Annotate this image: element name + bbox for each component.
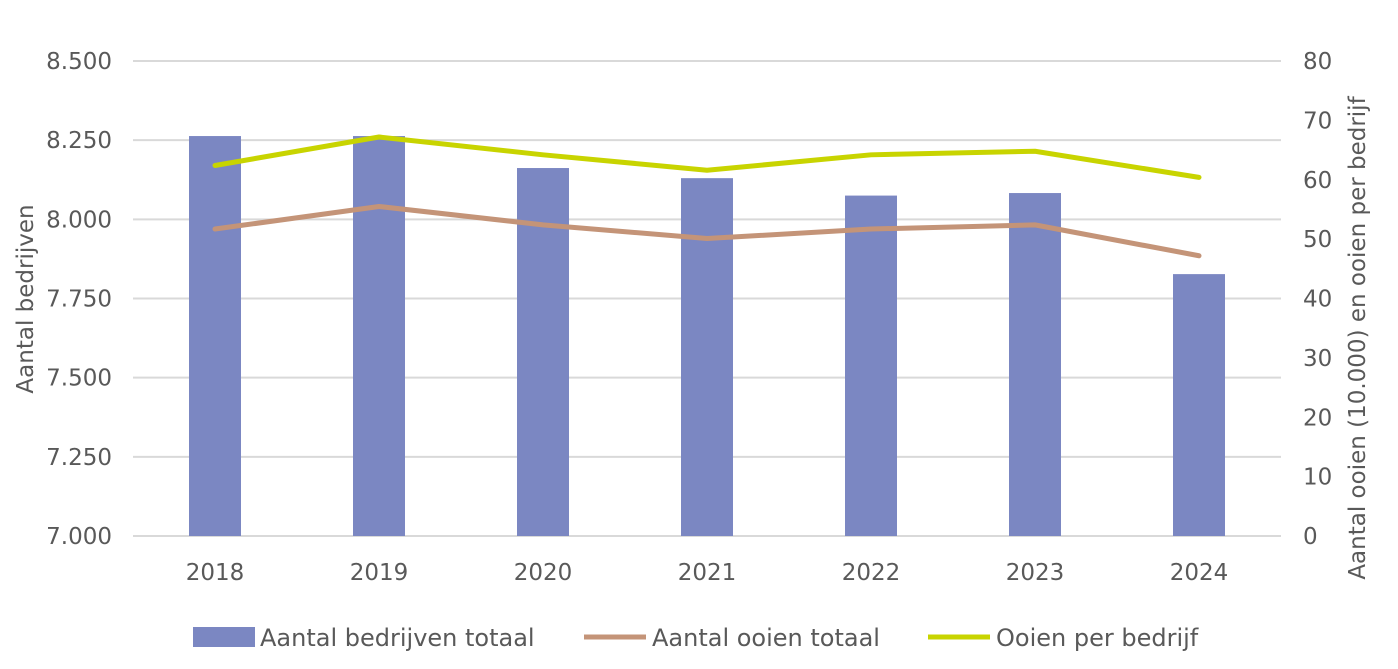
- y2-tick-label: 60: [1303, 168, 1332, 194]
- y2-tick-label: 20: [1303, 405, 1332, 431]
- legend-label: Ooien per bedrijf: [996, 624, 1199, 652]
- bar: [845, 195, 897, 537]
- series-line: [212, 203, 1202, 259]
- y2-tick-label: 30: [1303, 346, 1332, 372]
- x-tick-label: 2023: [1006, 560, 1065, 586]
- x-tick-label: 2018: [186, 560, 245, 586]
- bar: [681, 178, 733, 536]
- y-tick-label: 7.000: [46, 524, 112, 550]
- legend: Aantal bedrijven totaal Aantal ooien tota…: [193, 624, 1199, 652]
- bar: [1009, 193, 1061, 537]
- y-tick-label: 7.500: [46, 366, 112, 392]
- bar: [189, 136, 241, 537]
- x-tick-label: 2019: [350, 560, 409, 586]
- y-tick-label: 7.250: [46, 445, 112, 471]
- line-series: [212, 134, 1202, 259]
- y2-tick-label: 40: [1303, 287, 1332, 313]
- y2-tick-label: 80: [1303, 49, 1332, 75]
- y-axis-title: Aantal bedrijven: [13, 204, 39, 393]
- legend-label: Aantal bedrijven totaal: [260, 624, 535, 652]
- y2-axis-title: Aantal ooien (10.000) en ooien per bedri…: [1345, 95, 1371, 579]
- series-line: [212, 134, 1202, 180]
- x-tick-label: 2024: [1170, 560, 1229, 586]
- x-tick-label: 2022: [842, 560, 901, 586]
- y2-tick-label: 70: [1303, 108, 1332, 134]
- y2-tick-label: 10: [1303, 465, 1332, 491]
- bar: [1173, 274, 1225, 536]
- legend-label: Aantal ooien totaal: [652, 624, 880, 652]
- y-tick-label: 8.250: [46, 128, 112, 154]
- right-axis-ticks: 0 10 20 30 40 50 60 70 80: [1303, 49, 1332, 550]
- y-tick-label: 7.750: [46, 287, 112, 313]
- y2-tick-label: 50: [1303, 227, 1332, 253]
- left-axis-ticks: 7.000 7.250 7.500 7.750 8.000 8.250 8.500: [46, 49, 112, 550]
- bar: [517, 168, 569, 537]
- x-axis-ticks: 2018 2019 2020 2021 2022 2023 2024: [186, 560, 1229, 586]
- bar-series: [189, 136, 1225, 537]
- legend-swatch-bar: [193, 627, 255, 647]
- x-tick-label: 2021: [678, 560, 737, 586]
- x-tick-label: 2020: [514, 560, 573, 586]
- y-tick-label: 8.500: [46, 49, 112, 75]
- y-tick-label: 8.000: [46, 207, 112, 233]
- bar: [353, 136, 405, 537]
- y2-tick-label: 0: [1303, 524, 1318, 550]
